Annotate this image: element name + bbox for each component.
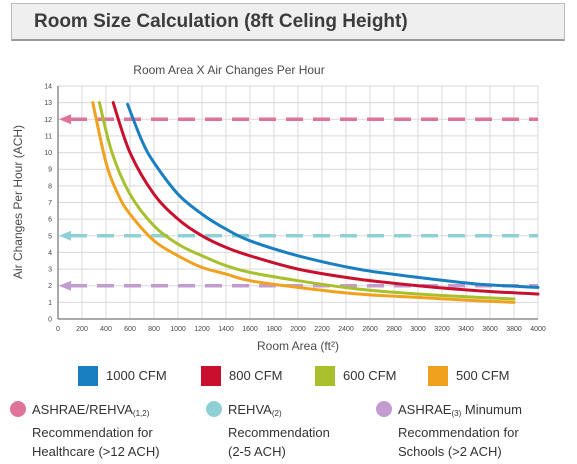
note-text: ASHRAE(3) Minumum Recommendation for Sch… bbox=[398, 400, 522, 461]
y-tick-label: 10 bbox=[44, 150, 52, 157]
note-line: Recommendation for bbox=[32, 425, 153, 440]
teal-dot-icon bbox=[206, 401, 222, 417]
pink-dot-icon bbox=[10, 401, 26, 417]
x-tick-label: 2600 bbox=[362, 326, 378, 333]
y-tick-label: 12 bbox=[44, 117, 52, 124]
y-tick-label: 11 bbox=[45, 133, 52, 140]
legend-swatch-1000-cfm bbox=[78, 366, 98, 386]
y-tick-label: 9 bbox=[48, 167, 52, 174]
x-tick-label: 2800 bbox=[386, 326, 402, 333]
legend-label: 600 CFM bbox=[343, 368, 397, 383]
note-heading: ASHRAE bbox=[398, 402, 452, 417]
page-title: Room Size Calculation (8ft Celing Height… bbox=[34, 11, 408, 32]
y-tick-label: 3 bbox=[48, 267, 52, 274]
x-tick-label: 1200 bbox=[194, 326, 210, 333]
note-line: (2-5 ACH) bbox=[228, 444, 286, 459]
legend-swatch-600-cfm bbox=[315, 366, 335, 386]
x-tick-label: 1400 bbox=[218, 326, 234, 333]
reference-arrow-2-ach bbox=[59, 280, 71, 291]
x-tick-label: 800 bbox=[148, 326, 160, 333]
note-heading: REHVA bbox=[228, 402, 272, 417]
note-heading: ASHRAE/REHVA bbox=[32, 402, 133, 417]
x-tick-label: 200 bbox=[76, 326, 88, 333]
y-tick-label: 5 bbox=[48, 233, 52, 240]
note-citation: (2) bbox=[271, 409, 282, 418]
legend-swatch-500-cfm bbox=[428, 366, 448, 386]
recommendation-notes: ASHRAE/REHVA(1,2) Recommendation for Hea… bbox=[0, 398, 577, 464]
legend-label: 800 CFM bbox=[229, 368, 283, 383]
x-tick-label: 3800 bbox=[506, 326, 522, 333]
note-citation: (3) bbox=[451, 409, 462, 418]
x-tick-label: 3400 bbox=[458, 326, 474, 333]
x-tick-label: 1000 bbox=[170, 326, 186, 333]
chart-title: Room Area X Air Changes Per Hour bbox=[133, 63, 324, 77]
x-axis-label: Room Area (ft²) bbox=[257, 339, 339, 353]
reference-arrow-5-ach bbox=[59, 230, 71, 241]
y-tick-label: 8 bbox=[48, 183, 52, 190]
x-tick-label: 1600 bbox=[242, 326, 258, 333]
legend-label: 1000 CFM bbox=[106, 368, 167, 383]
y-tick-label: 6 bbox=[48, 217, 52, 224]
x-tick-label: 0 bbox=[56, 326, 60, 333]
y-tick-label: 0 bbox=[48, 317, 52, 324]
x-tick-label: 4000 bbox=[530, 326, 546, 333]
note-citation: (1,2) bbox=[132, 409, 150, 418]
x-tick-label: 600 bbox=[124, 326, 136, 333]
y-axis-label: Air Changes Per Hour (ACH) bbox=[11, 125, 25, 279]
legend-label: 500 CFM bbox=[456, 368, 510, 383]
note-line: Recommendation bbox=[228, 425, 330, 440]
x-tick-label: 2000 bbox=[290, 326, 306, 333]
x-tick-label: 2200 bbox=[314, 326, 330, 333]
legend-swatch-800-cfm bbox=[201, 366, 221, 386]
series-line-500-cfm bbox=[91, 101, 516, 304]
reference-arrow-12-ach bbox=[59, 114, 71, 125]
x-tick-label: 3000 bbox=[410, 326, 426, 333]
purple-dot-icon bbox=[376, 401, 392, 417]
note-line: Healthcare (>12 ACH) bbox=[32, 444, 160, 459]
x-tick-label: 2400 bbox=[338, 326, 354, 333]
x-tick-label: 3200 bbox=[434, 326, 450, 333]
note-heading-suffix: Minumum bbox=[461, 402, 522, 417]
x-tick-label: 400 bbox=[100, 326, 112, 333]
y-tick-label: 13 bbox=[44, 100, 52, 107]
ach-chart: 0 200 400 600 800 1000 1200 1400 1600 1800 2000 220… bbox=[11, 63, 546, 353]
series-line-800-cfm bbox=[111, 101, 540, 296]
x-tick-label: 3600 bbox=[482, 326, 498, 333]
y-tick-label: 2 bbox=[48, 283, 52, 290]
x-tick-label: 1800 bbox=[266, 326, 282, 333]
series-line-1000-cfm bbox=[126, 102, 540, 289]
y-tick-label: 1 bbox=[48, 300, 52, 307]
y-tick-label: 7 bbox=[48, 200, 52, 207]
title-bar: Room Size Calculation (8ft Celing Height… bbox=[11, 3, 565, 41]
note-line: Recommendation for bbox=[398, 425, 519, 440]
note-text: REHVA(2) Recommendation (2-5 ACH) bbox=[228, 400, 330, 461]
series-line-600-cfm bbox=[97, 101, 516, 301]
note-text: ASHRAE/REHVA(1,2) Recommendation for Hea… bbox=[32, 400, 160, 461]
chart-legend: 1000 CFM 800 CFM 600 CFM 500 CFM bbox=[78, 366, 528, 388]
y-tick-label: 4 bbox=[48, 250, 52, 257]
y-tick-label: 14 bbox=[44, 84, 52, 91]
note-line: Schools (>2 ACH) bbox=[398, 444, 502, 459]
